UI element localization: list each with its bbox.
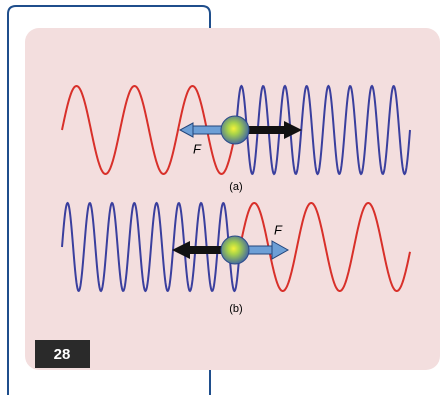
- force-arrow-head: [271, 240, 290, 260]
- force-arrow-head: [284, 121, 302, 139]
- force-arrow-shaft: [236, 126, 286, 134]
- particle: [220, 115, 250, 145]
- caption: (b): [229, 303, 242, 315]
- force-label: F: [274, 222, 283, 237]
- force-arrow-head: [172, 241, 190, 259]
- force-arrow-shaft: [188, 246, 236, 254]
- force-label: F: [193, 141, 202, 156]
- figure-panel: [25, 28, 440, 370]
- caption: (a): [229, 181, 242, 193]
- wave: [61, 201, 241, 293]
- page-frame: [7, 5, 211, 395]
- page-number: 28: [54, 346, 71, 363]
- particle: [220, 235, 250, 265]
- wave: [235, 84, 411, 176]
- page-number-box: [35, 340, 90, 368]
